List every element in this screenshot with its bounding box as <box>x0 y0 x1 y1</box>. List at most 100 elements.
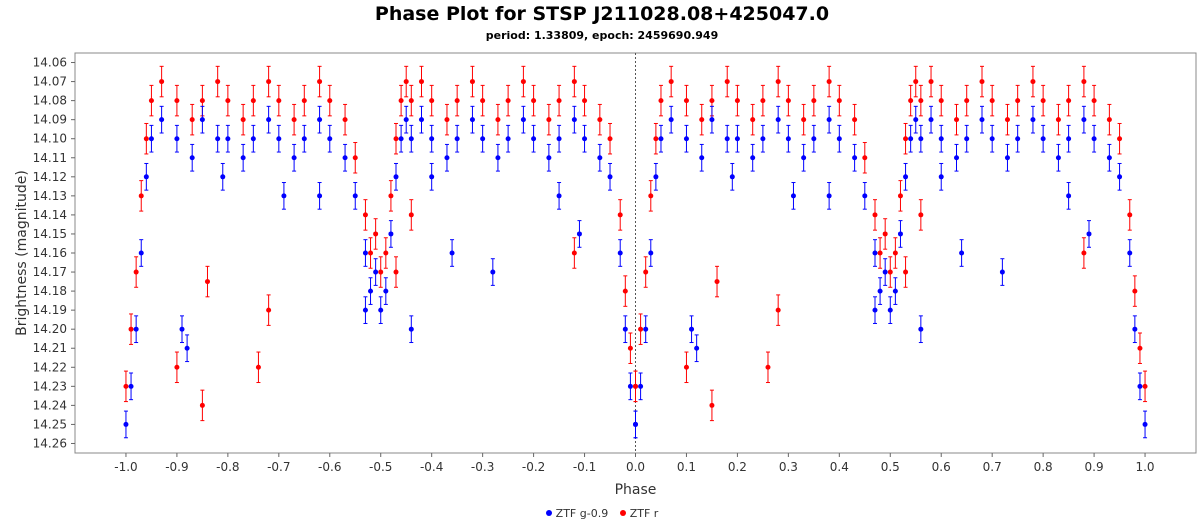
data-point-r <box>403 79 409 85</box>
data-point-g <box>1117 174 1123 180</box>
data-point-r <box>388 193 394 199</box>
data-point-g <box>989 136 995 142</box>
data-point-g <box>668 117 674 123</box>
data-point-g <box>123 421 129 427</box>
data-point-r <box>266 307 272 313</box>
data-point-g <box>408 136 414 142</box>
data-point-g <box>556 136 562 142</box>
data-point-g <box>291 155 297 161</box>
x-tick-label: -0.1 <box>573 460 596 474</box>
data-point-g <box>281 193 287 199</box>
data-point-r <box>571 250 577 256</box>
data-point-r <box>617 212 623 218</box>
data-point-g <box>490 269 496 275</box>
data-point-r <box>174 364 180 370</box>
data-point-g <box>918 326 924 332</box>
data-point-g <box>184 345 190 351</box>
data-point-r <box>872 212 878 218</box>
x-tick-label: -0.7 <box>267 460 290 474</box>
data-point-g <box>378 307 384 313</box>
data-point-r <box>1117 136 1123 142</box>
data-point-r <box>123 383 129 389</box>
data-point-g <box>546 155 552 161</box>
x-tick-label: -0.2 <box>522 460 545 474</box>
data-point-r <box>597 117 603 123</box>
data-point-g <box>128 383 134 389</box>
data-point-r <box>964 98 970 104</box>
y-tick-label: 14.11 <box>33 151 67 165</box>
x-tick-label: -0.3 <box>471 460 494 474</box>
legend-g-label: ZTF g-0.9 <box>555 507 609 520</box>
data-point-r <box>903 136 909 142</box>
x-tick-label: 0.0 <box>626 460 645 474</box>
data-point-r <box>398 98 404 104</box>
data-point-r <box>362 212 368 218</box>
data-point-g <box>143 174 149 180</box>
data-point-g <box>638 383 644 389</box>
data-point-g <box>429 174 435 180</box>
data-point-g <box>887 307 893 313</box>
data-point-r <box>266 79 272 85</box>
data-point-r <box>204 279 210 285</box>
data-point-g <box>836 136 842 142</box>
data-point-g <box>811 136 817 142</box>
data-point-r <box>877 250 883 256</box>
legend-r-marker <box>619 510 626 516</box>
data-point-g <box>362 250 368 256</box>
data-point-g <box>938 136 944 142</box>
data-point-g <box>373 269 379 275</box>
data-point-g <box>908 136 914 142</box>
data-point-g <box>520 117 526 123</box>
data-point-g <box>653 174 659 180</box>
chart-title: Phase Plot for STSP J211028.08+425047.0 <box>374 3 830 25</box>
data-point-r <box>979 79 985 85</box>
data-point-r <box>683 98 689 104</box>
y-tick-label: 14.25 <box>33 417 67 431</box>
data-point-g <box>999 269 1005 275</box>
data-point-g <box>301 136 307 142</box>
data-point-g <box>327 136 333 142</box>
legend: ZTF g-0.9 ZTF r <box>0 507 1204 520</box>
data-point-g <box>1137 383 1143 389</box>
data-point-r <box>643 269 649 275</box>
data-point-g <box>826 193 832 199</box>
data-point-g <box>276 136 282 142</box>
data-point-r <box>658 98 664 104</box>
data-point-g <box>658 136 664 142</box>
data-point-g <box>225 136 231 142</box>
data-point-g <box>408 326 414 332</box>
data-point-g <box>689 326 695 332</box>
data-point-g <box>882 269 888 275</box>
data-point-r <box>317 79 323 85</box>
data-point-r <box>393 136 399 142</box>
y-tick-label: 14.26 <box>33 436 67 450</box>
data-point-g <box>1081 117 1087 123</box>
data-point-g <box>607 174 613 180</box>
data-point-g <box>709 117 715 123</box>
x-tick-label: -0.9 <box>165 460 188 474</box>
data-point-r <box>622 288 628 294</box>
x-tick-label: 0.3 <box>779 460 798 474</box>
data-point-r <box>199 402 205 408</box>
data-point-g <box>597 155 603 161</box>
data-point-g <box>724 136 730 142</box>
data-point-g <box>954 155 960 161</box>
data-point-g <box>750 155 756 161</box>
data-point-r <box>301 98 307 104</box>
data-point-r <box>255 364 261 370</box>
y-tick-label: 14.12 <box>33 170 67 184</box>
y-tick-label: 14.08 <box>33 94 67 108</box>
data-point-r <box>148 98 154 104</box>
data-point-r <box>918 98 924 104</box>
data-point-r <box>607 136 613 142</box>
legend-g-marker <box>545 510 552 516</box>
data-point-r <box>897 193 903 199</box>
data-point-g <box>418 117 424 123</box>
data-point-r <box>1091 98 1097 104</box>
data-point-g <box>790 193 796 199</box>
data-point-g <box>383 288 389 294</box>
data-point-r <box>1142 383 1148 389</box>
y-tick-label: 14.14 <box>33 208 67 222</box>
data-point-g <box>571 117 577 123</box>
data-point-r <box>928 79 934 85</box>
